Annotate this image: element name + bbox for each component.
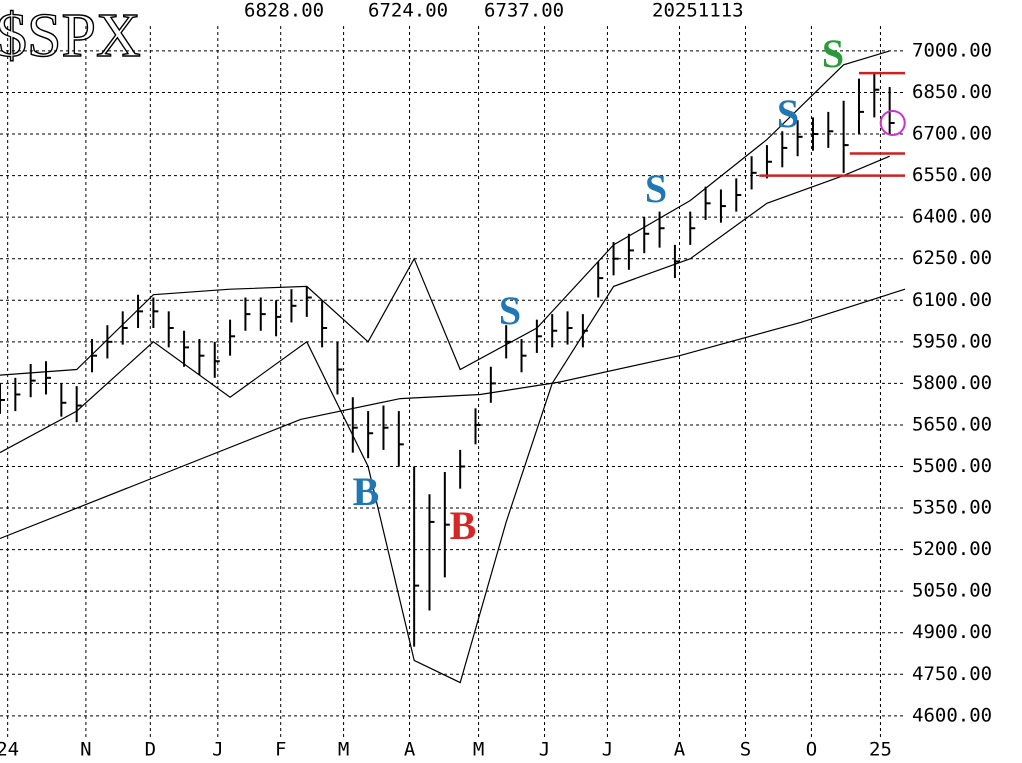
header-value: 6828.00 xyxy=(244,0,324,22)
band-line xyxy=(0,155,890,684)
x-tick-label: J xyxy=(212,739,223,761)
x-tick-label: O xyxy=(806,739,817,761)
signal-annotation: S xyxy=(645,166,667,211)
signal-annotation: B xyxy=(353,469,380,514)
signal-annotation: S xyxy=(499,288,521,333)
x-tick-label: 25 xyxy=(869,739,892,761)
signal-circle xyxy=(879,109,906,136)
band-line xyxy=(0,50,890,376)
x-tick-label: A xyxy=(674,739,686,761)
x-tick-label: M xyxy=(338,739,349,761)
y-tick-label: 5950.00 xyxy=(912,330,992,352)
x-tick-label: M xyxy=(473,739,484,761)
header-value: 20251113 xyxy=(652,0,744,22)
y-tick-label: 5200.00 xyxy=(912,538,992,560)
x-tick-label: N xyxy=(80,739,91,761)
x-tick-label: A xyxy=(404,739,416,761)
x-tick-label: J xyxy=(539,739,550,761)
y-tick-label: 5500.00 xyxy=(912,455,992,477)
y-tick-label: 4600.00 xyxy=(912,704,992,726)
signal-annotation: S xyxy=(822,31,844,76)
band-line xyxy=(0,288,906,540)
x-tick-label: S xyxy=(740,739,751,761)
y-tick-label: 5650.00 xyxy=(912,413,992,435)
y-tick-label: 6700.00 xyxy=(912,123,992,145)
y-tick-label: 5800.00 xyxy=(912,372,992,394)
y-tick-label: 7000.00 xyxy=(912,39,992,61)
x-tick-label: J xyxy=(602,739,613,761)
y-tick-label: 6400.00 xyxy=(912,206,992,228)
y-tick-label: 5350.00 xyxy=(912,497,992,519)
y-tick-label: 6850.00 xyxy=(912,81,992,103)
y-tick-label: 6250.00 xyxy=(912,247,992,269)
signal-annotation: S xyxy=(777,91,799,136)
y-tick-label: 6550.00 xyxy=(912,164,992,186)
y-tick-label: 6100.00 xyxy=(912,289,992,311)
y-tick-label: 4900.00 xyxy=(912,621,992,643)
x-tick-label: 24 xyxy=(0,739,19,761)
signal-annotation: B xyxy=(450,503,477,548)
y-tick-label: 5050.00 xyxy=(912,580,992,602)
header-value: 6724.00 xyxy=(368,0,448,22)
chart-title: $SPX xyxy=(0,2,141,70)
y-tick-label: 4750.00 xyxy=(912,663,992,685)
x-tick-label: D xyxy=(145,739,156,761)
x-tick-label: F xyxy=(275,739,286,761)
header-value: 6737.00 xyxy=(484,0,564,22)
